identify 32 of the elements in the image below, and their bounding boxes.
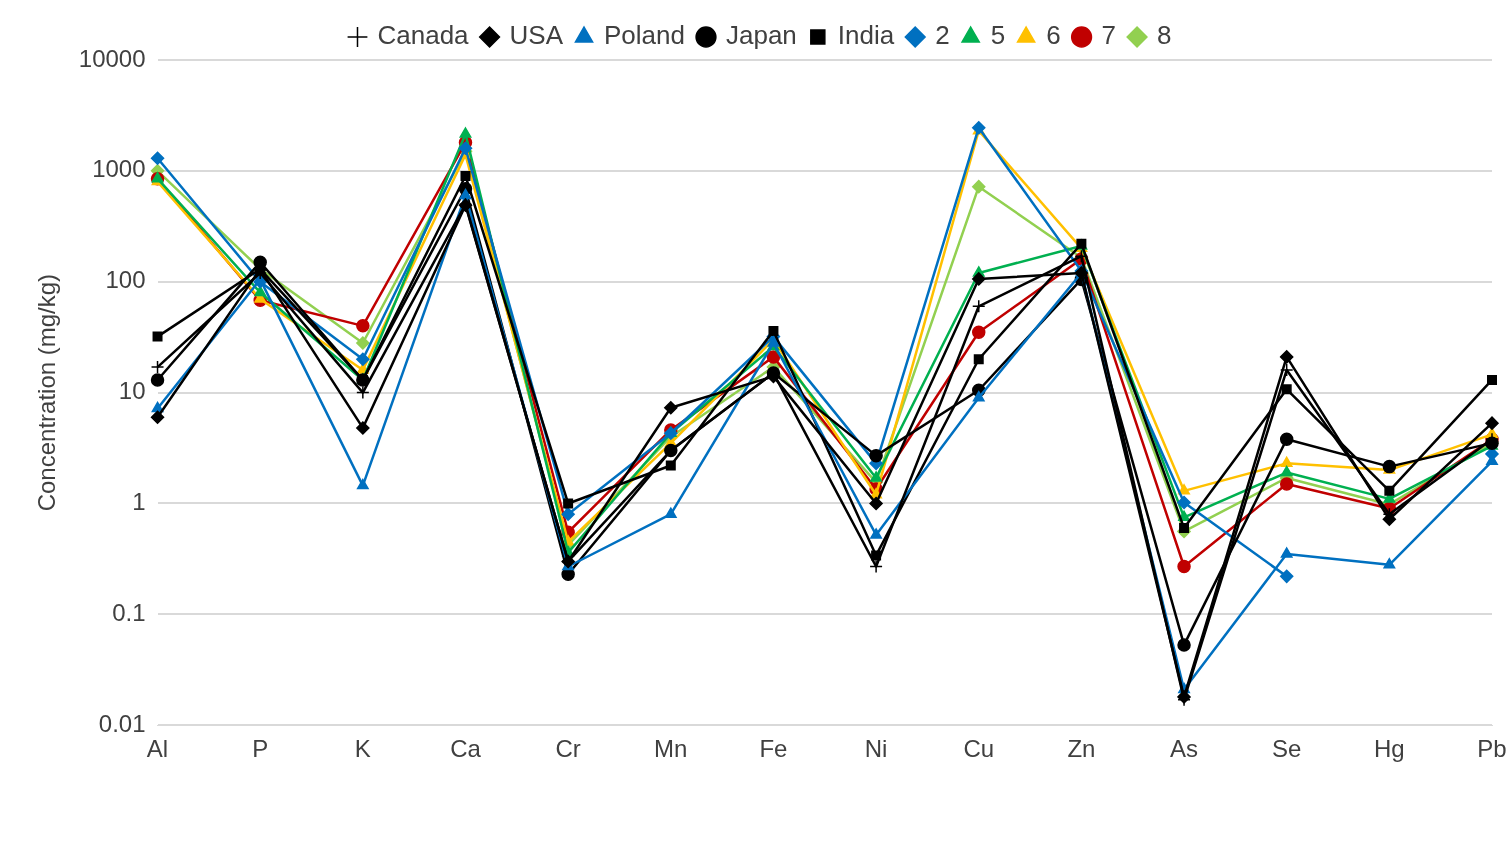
x-tick-label: Cu [963,735,995,763]
x-tick-label: Pb [1477,735,1507,763]
y-axis-title: Concentration (mg/kg) [33,273,61,512]
legend-label: 5 [990,20,1006,51]
y-tick-label: 10000 [78,44,146,72]
x-tick-label: Ni [864,735,888,763]
legend-label: 7 [1101,20,1117,51]
legend-label: 6 [1046,20,1061,51]
legend-label: 8 [1157,20,1172,51]
y-tick-label: 0.1 [112,598,146,626]
legend-label: India [837,20,895,51]
x-tick-label: Al [146,735,169,763]
x-tick-label: Se [1272,735,1302,763]
y-tick-label: 1 [132,488,146,516]
x-tick-label: Cr [555,735,581,763]
x-tick-label: Fe [759,735,788,763]
legend-label: USA [509,20,564,51]
x-tick-label: K [354,735,371,763]
x-tick-label: As [1170,735,1199,763]
y-tick-label: 0.01 [98,709,146,737]
y-tick-label: 10 [118,377,146,405]
y-tick-label: 100 [105,266,146,294]
y-tick-label: 1000 [92,155,146,183]
x-tick-label: Hg [1374,735,1405,763]
legend-label: Japan [725,20,797,51]
legend-label: Poland [604,20,685,51]
legend-label: 2 [935,20,950,51]
x-tick-label: Ca [450,735,482,763]
x-tick-label: Zn [1067,735,1096,763]
x-tick-label: P [252,735,269,763]
legend-label: Canada [377,20,470,51]
x-tick-label: Mn [654,735,688,763]
